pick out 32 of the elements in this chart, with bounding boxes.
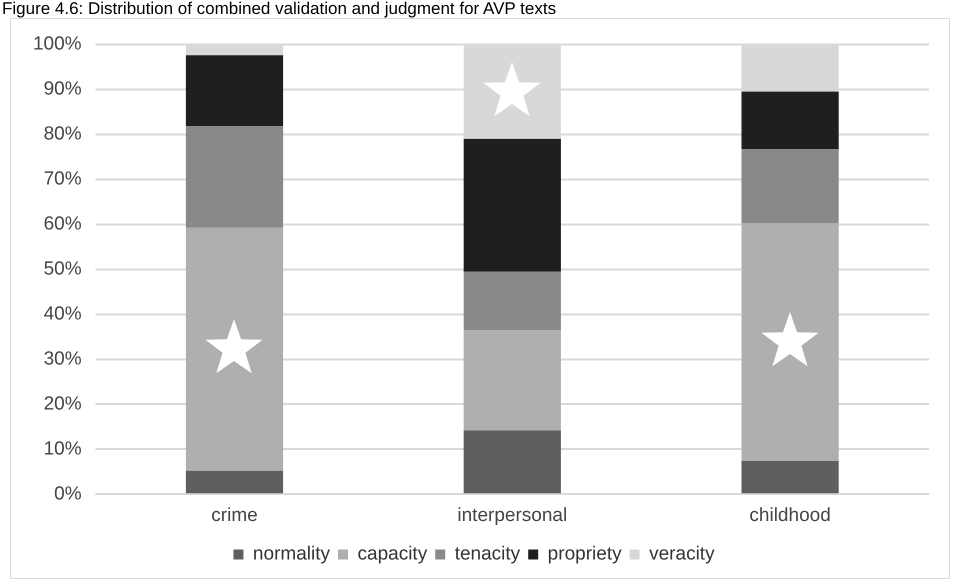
bar bbox=[464, 430, 561, 494]
bar bbox=[186, 126, 284, 228]
bar bbox=[186, 227, 284, 471]
bar bbox=[464, 272, 561, 330]
y-tick-label: 60% bbox=[44, 214, 82, 235]
legend-label: veracity bbox=[649, 544, 716, 565]
bar bbox=[741, 460, 839, 494]
y-tick-label: 30% bbox=[44, 348, 82, 370]
y-tick-label: 10% bbox=[44, 438, 82, 460]
x-tick-label: childhood bbox=[749, 504, 831, 526]
legend-label: propriety bbox=[548, 544, 622, 565]
x-tick-label: crime bbox=[211, 504, 258, 526]
bar bbox=[741, 149, 839, 224]
y-tick-label: 70% bbox=[44, 168, 82, 190]
y-tick-label: 50% bbox=[44, 258, 82, 280]
bar bbox=[186, 55, 284, 126]
bar bbox=[464, 138, 561, 272]
y-tick-label: 20% bbox=[44, 393, 82, 414]
bar bbox=[741, 223, 839, 461]
x-tick-label: interpersonal bbox=[457, 504, 568, 526]
bar bbox=[186, 470, 284, 494]
y-tick-label: 40% bbox=[44, 304, 82, 325]
legend-label: capacity bbox=[358, 544, 428, 565]
y-tick-label: 80% bbox=[44, 124, 82, 145]
y-tick-label: 100% bbox=[32, 34, 82, 55]
y-tick-label: 0% bbox=[54, 483, 82, 504]
legend-label: normality bbox=[252, 544, 331, 565]
legend-label: tenacity bbox=[454, 544, 521, 565]
bar bbox=[464, 330, 561, 430]
y-tick-label: 90% bbox=[44, 78, 82, 100]
bar bbox=[741, 92, 839, 150]
chart-title: Figure 4.6: Distribution of combined validation and judgment for AVP texts bbox=[1, 0, 558, 18]
